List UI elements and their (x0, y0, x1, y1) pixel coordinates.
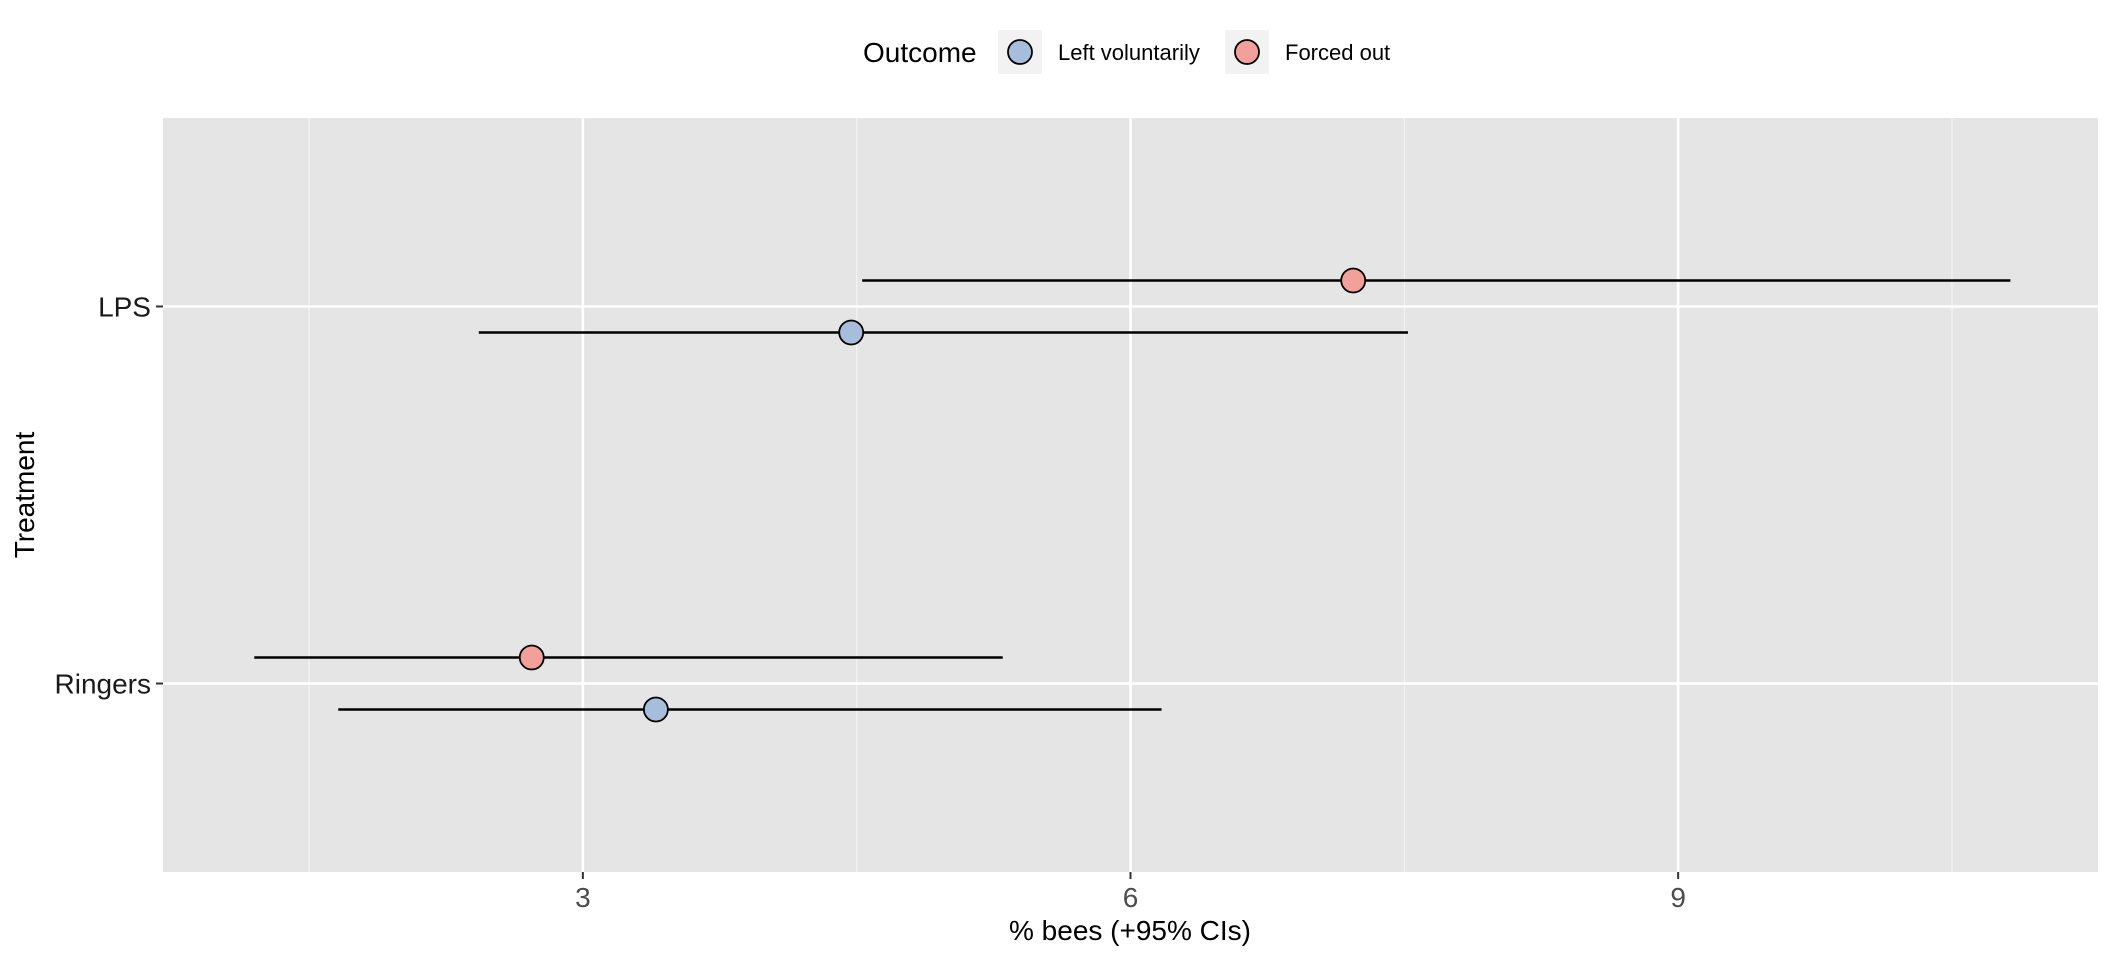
y-tick-label: Ringers (55, 669, 151, 700)
data-point (518, 644, 545, 671)
x-tick-label: 3 (575, 882, 591, 913)
y-axis: LPS Ringers (55, 292, 163, 700)
minor-grid (308, 118, 1953, 872)
x-axis: 3 6 9 (575, 872, 1686, 913)
y-tick-label: LPS (98, 292, 151, 323)
legend-key-point (1007, 39, 1033, 65)
data-points (518, 267, 1367, 723)
data-point (838, 319, 865, 346)
legend-entry-label: Left voluntarily (1058, 40, 1200, 65)
data-point (1340, 267, 1367, 294)
legend-entry-label: Forced out (1285, 40, 1390, 65)
y-axis-title: Treatment (9, 432, 40, 559)
legend-title: Outcome (863, 37, 977, 68)
data-point (642, 696, 669, 723)
major-grid (163, 118, 2098, 872)
error-bars (254, 279, 2011, 711)
x-tick-label: 6 (1123, 882, 1139, 913)
x-axis-title: % bees (+95% CIs) (1009, 915, 1251, 946)
legend: Outcome Left voluntarily Forced out (863, 30, 1390, 74)
legend-key-point (1234, 39, 1260, 65)
x-tick-label: 9 (1670, 882, 1686, 913)
